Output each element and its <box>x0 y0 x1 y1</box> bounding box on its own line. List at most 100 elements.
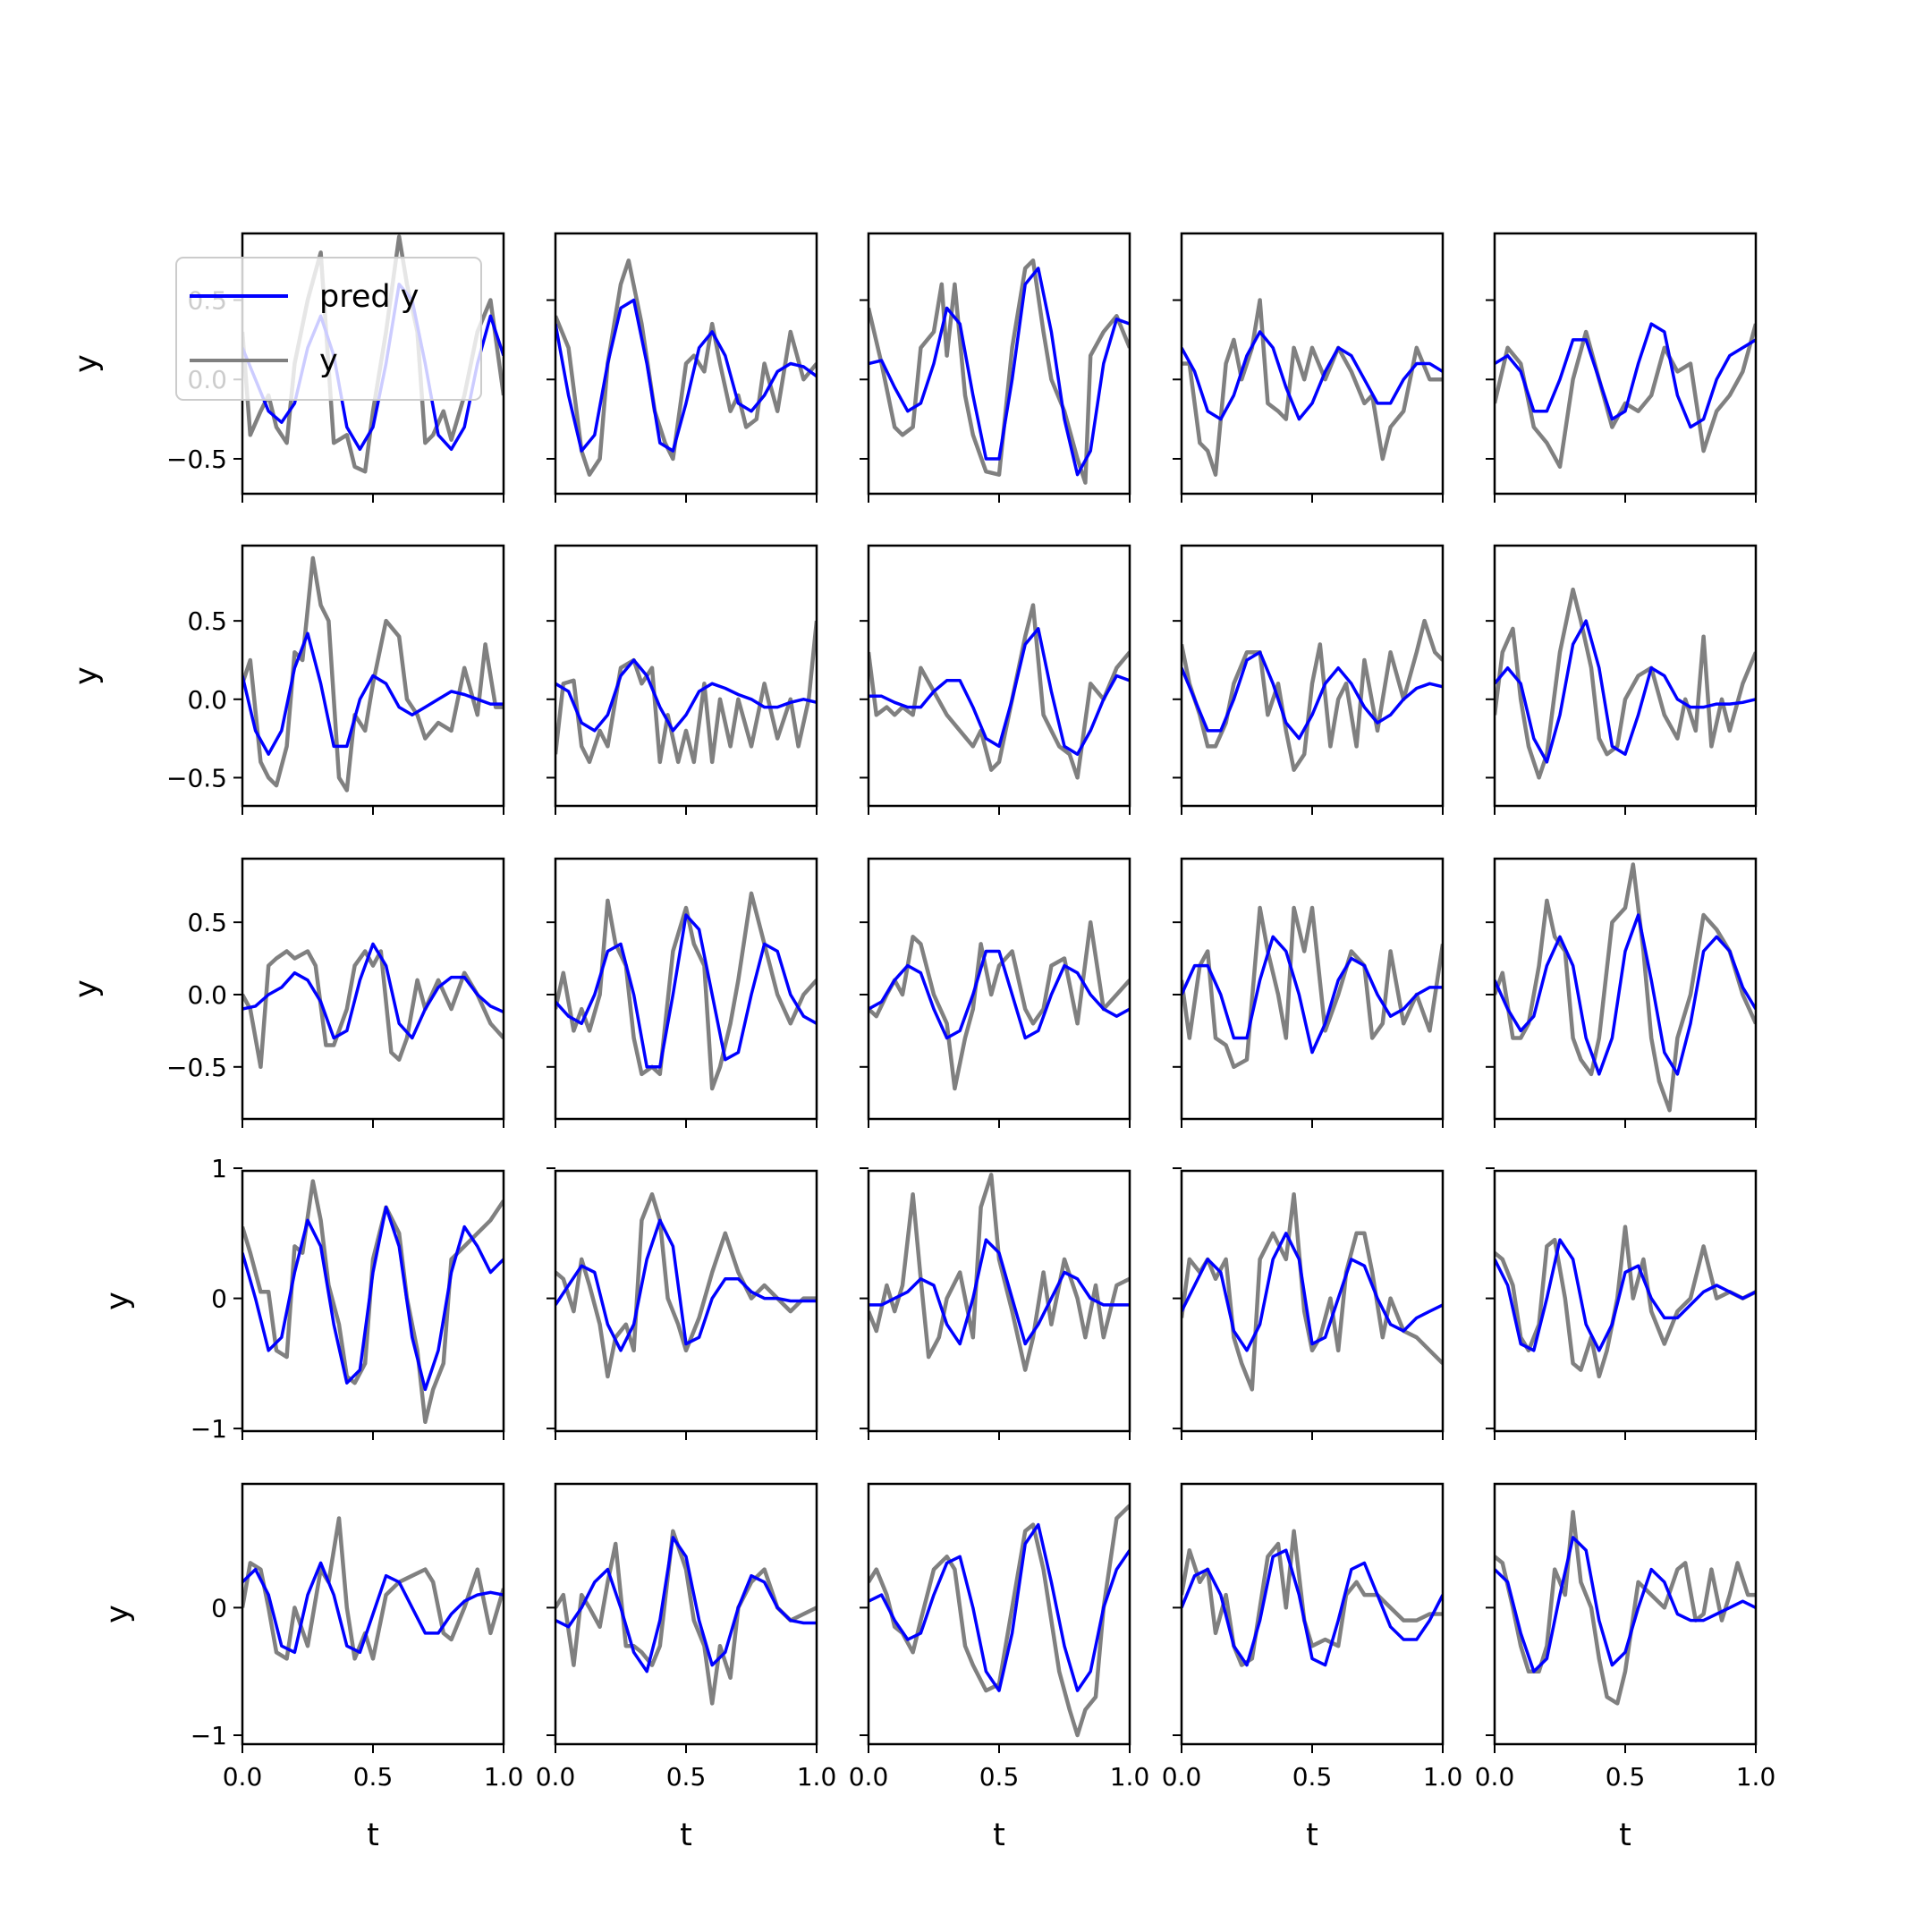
subplot-r0-c3 <box>1173 232 1445 503</box>
series-pred-line <box>242 1205 504 1392</box>
y-axis-label: y <box>69 979 105 998</box>
series-pred-line <box>242 942 504 1040</box>
subplot-r4-c4: 0.0 0.5 1.0 t <box>1475 1482 1776 1853</box>
series-pred-line <box>242 631 504 756</box>
x-tick-label: 0.5 <box>979 1762 1020 1792</box>
series-lines <box>555 1191 817 1379</box>
subplot-r1-c1 <box>547 544 818 815</box>
x-tick-label: 0.5 <box>1292 1762 1333 1792</box>
legend-label-y: y <box>319 343 338 379</box>
series-lines <box>555 620 817 765</box>
series-lines <box>1495 587 1756 780</box>
series-pred-line <box>1182 935 1443 1055</box>
series-lines <box>555 1529 817 1706</box>
y-tick-label: 0 <box>211 1284 227 1314</box>
series-lines <box>242 1516 504 1661</box>
x-tick-label: 0.5 <box>666 1762 707 1792</box>
series-pred-line <box>1495 1536 1756 1674</box>
series-y-line <box>869 603 1130 780</box>
series-pred-line <box>1495 619 1756 764</box>
x-tick-label: 0.0 <box>536 1762 576 1792</box>
y-tick-label: −1 <box>191 1414 227 1444</box>
series-pred-line <box>555 1218 817 1352</box>
x-tick-label: 0.0 <box>1475 1762 1515 1792</box>
series-lines <box>1182 1191 1443 1392</box>
x-tick-label: 0.0 <box>849 1762 889 1792</box>
subplot-r4-c1: 0.0 0.5 1.0 t <box>536 1482 836 1853</box>
series-lines <box>1495 1510 1756 1706</box>
series-pred-line <box>555 298 817 453</box>
subplot-r3-c3 <box>1173 1167 1445 1440</box>
series-pred-line <box>869 1522 1130 1692</box>
series-y-line <box>1182 905 1443 1070</box>
y-axis-label: y <box>69 354 105 373</box>
series-y-line <box>1495 323 1756 470</box>
y-axis-label: y <box>100 1292 136 1310</box>
y-tick-label: −0.5 <box>166 763 227 792</box>
subplot-r1-c0: −0.5 0.0 0.5 y <box>69 544 505 815</box>
subplot-r1-c3 <box>1173 544 1445 815</box>
series-y-line <box>555 891 817 1091</box>
series-lines <box>1495 862 1756 1113</box>
y-tick-label: −1 <box>191 1721 227 1750</box>
subplot-r0-c2 <box>860 232 1131 503</box>
x-axis-label: t <box>680 1818 692 1853</box>
series-pred-line <box>869 949 1130 1040</box>
series-pred-line <box>555 658 817 733</box>
series-lines <box>1495 1224 1756 1379</box>
y-tick-label: 0.5 <box>187 908 227 937</box>
series-y-line <box>1182 1529 1443 1667</box>
x-axis-label: t <box>993 1818 1005 1853</box>
series-lines <box>1182 298 1443 477</box>
subplot-r3-c1 <box>547 1167 818 1440</box>
series-pred-line <box>555 913 817 1069</box>
x-tick-label: 0.0 <box>223 1762 263 1792</box>
series-lines <box>242 555 504 792</box>
series-pred-line <box>242 283 504 452</box>
subplot-r4-c2: 0.0 0.5 1.0 t <box>849 1482 1149 1853</box>
series-lines <box>1182 618 1443 772</box>
series-lines <box>242 942 504 1070</box>
series-y-line <box>1495 1224 1756 1379</box>
series-pred-line <box>869 627 1130 756</box>
series-y-line <box>869 919 1130 1091</box>
series-lines <box>555 891 817 1091</box>
subplot-r1-c4 <box>1486 544 1758 815</box>
x-tick-label: 0.5 <box>1606 1762 1646 1792</box>
series-lines <box>242 1179 504 1425</box>
series-y-line <box>555 1529 817 1706</box>
series-pred-line <box>1495 913 1756 1076</box>
series-y-line <box>869 1173 1130 1372</box>
x-tick-label: 0.0 <box>1162 1762 1202 1792</box>
subplot-r2-c4 <box>1486 857 1758 1128</box>
series-lines <box>869 1504 1130 1738</box>
series-pred-line <box>1495 1238 1756 1352</box>
series-pred-line <box>555 1536 817 1674</box>
series-lines <box>1495 322 1756 470</box>
y-tick-label: 0.5 <box>187 606 227 636</box>
x-tick-label: 1.0 <box>484 1762 524 1792</box>
series-pred-line <box>869 1238 1130 1346</box>
subplot-r4-c0: −1 0 0.0 0.5 1.0 y t <box>100 1482 524 1853</box>
subplot-r3-c0: −1 0 1 y <box>100 1154 505 1444</box>
legend-label-pred: pred y <box>319 279 419 315</box>
x-tick-label: 1.0 <box>1736 1762 1776 1792</box>
x-tick-label: 0.5 <box>353 1762 394 1792</box>
subplot-r1-c2 <box>860 544 1131 815</box>
y-tick-label: 0.0 <box>187 980 227 1010</box>
series-y-line <box>869 258 1130 485</box>
subplot-r3-c2 <box>860 1167 1131 1440</box>
series-pred-line <box>1495 322 1756 429</box>
x-axis-label: t <box>367 1818 379 1853</box>
subplot-r2-c3 <box>1173 857 1445 1128</box>
subplot-r3-c4 <box>1486 1167 1758 1440</box>
series-pred-line <box>1182 330 1443 421</box>
series-y-line <box>242 555 504 792</box>
series-lines <box>242 234 504 474</box>
x-axis-label: t <box>1619 1818 1631 1853</box>
series-lines <box>869 1173 1130 1372</box>
y-tick-label: 0 <box>211 1593 227 1623</box>
subplot-r2-c2 <box>860 857 1131 1128</box>
y-tick-label: −0.5 <box>166 445 227 474</box>
subplot-r0-c1 <box>547 232 818 503</box>
